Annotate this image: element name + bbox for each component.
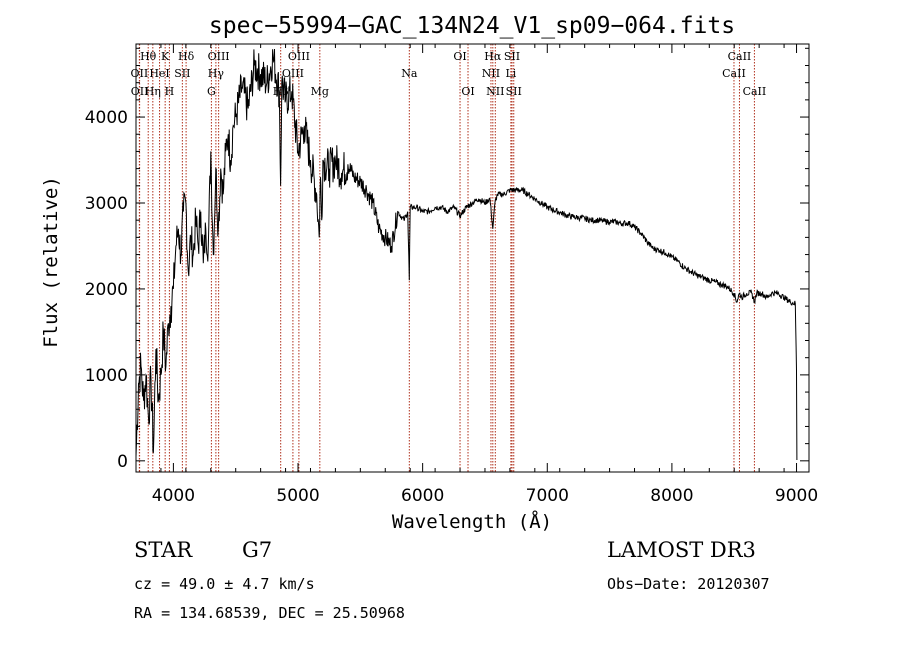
survey-name: LAMOST DR3 [607, 538, 756, 562]
x-tick-label-2: 6000 [401, 486, 444, 506]
x-tick-label-3: 7000 [526, 486, 569, 506]
y-tick-label-1: 1000 [85, 366, 128, 386]
marker-label-14: OIII [282, 67, 304, 80]
marker-label-16: Na [401, 67, 418, 80]
marker-label-9: OIII [208, 50, 230, 63]
marker-label-2: OII [131, 85, 149, 98]
x-tick-label-1: 5000 [276, 486, 319, 506]
marker-label-21: NII [486, 85, 504, 98]
marker-label-4: HeI [149, 67, 169, 80]
marker-label-26: CaII [722, 67, 746, 80]
marker-label-23: Li [505, 67, 516, 80]
redshift-value: cz = 49.0 ± 4.7 km/s [134, 575, 315, 593]
marker-label-13: OIII [288, 50, 310, 63]
marker-label-17: OI [453, 50, 466, 63]
marker-label-18: OI [461, 85, 474, 98]
marker-label-25: CaII [728, 50, 752, 63]
marker-label-5: K [161, 50, 170, 63]
marker-label-6: H [165, 85, 175, 98]
y-axis-ticks: 0 1000 2000 3000 4000 [85, 47, 809, 472]
marker-label-22: SII [504, 50, 520, 63]
marker-label-11: G [207, 85, 216, 98]
marker-label-20: NII [482, 67, 500, 80]
x-tick-label-4: 8000 [650, 486, 693, 506]
marker-label-0: Hθ [140, 50, 157, 63]
y-tick-label-3: 3000 [85, 194, 128, 214]
marker-label-8: Hδ [178, 50, 195, 63]
x-tick-label-5: 9000 [775, 486, 818, 506]
y-tick-label-2: 2000 [85, 280, 128, 300]
marker-label-19: Hα [484, 50, 502, 63]
subclass: G7 [242, 538, 273, 562]
y-tick-label-4: 4000 [85, 108, 128, 128]
x-tick-label-0: 4000 [152, 486, 195, 506]
marker-label-3: Hη [145, 85, 161, 98]
marker-label-1: OII [131, 67, 149, 80]
object-class: STAR [134, 538, 193, 562]
y-axis-label: Flux (relative) [40, 176, 62, 348]
plot-frame [135, 43, 810, 473]
line-markers [138, 44, 755, 472]
marker-label-27: CaII [743, 85, 767, 98]
obs-date: Obs−Date: 20120307 [607, 575, 770, 593]
coordinates: RA = 134.68539, DEC = 25.50968 [134, 604, 405, 622]
marker-label-15: Mg [311, 85, 329, 98]
marker-label-7: SII [174, 67, 190, 80]
y-tick-label-0: 0 [117, 452, 128, 472]
marker-label-10: Hγ [208, 67, 225, 80]
x-axis-label: Wavelength (Å) [392, 510, 552, 533]
spectrum-series-line [135, 48, 798, 461]
chart-title: spec−55994−GAC_134N24_V1_sp09−064.fits [209, 13, 735, 39]
x-axis-ticks: 4000 5000 6000 7000 8000 9000 [135, 44, 818, 506]
marker-label-24: SII [506, 85, 522, 98]
